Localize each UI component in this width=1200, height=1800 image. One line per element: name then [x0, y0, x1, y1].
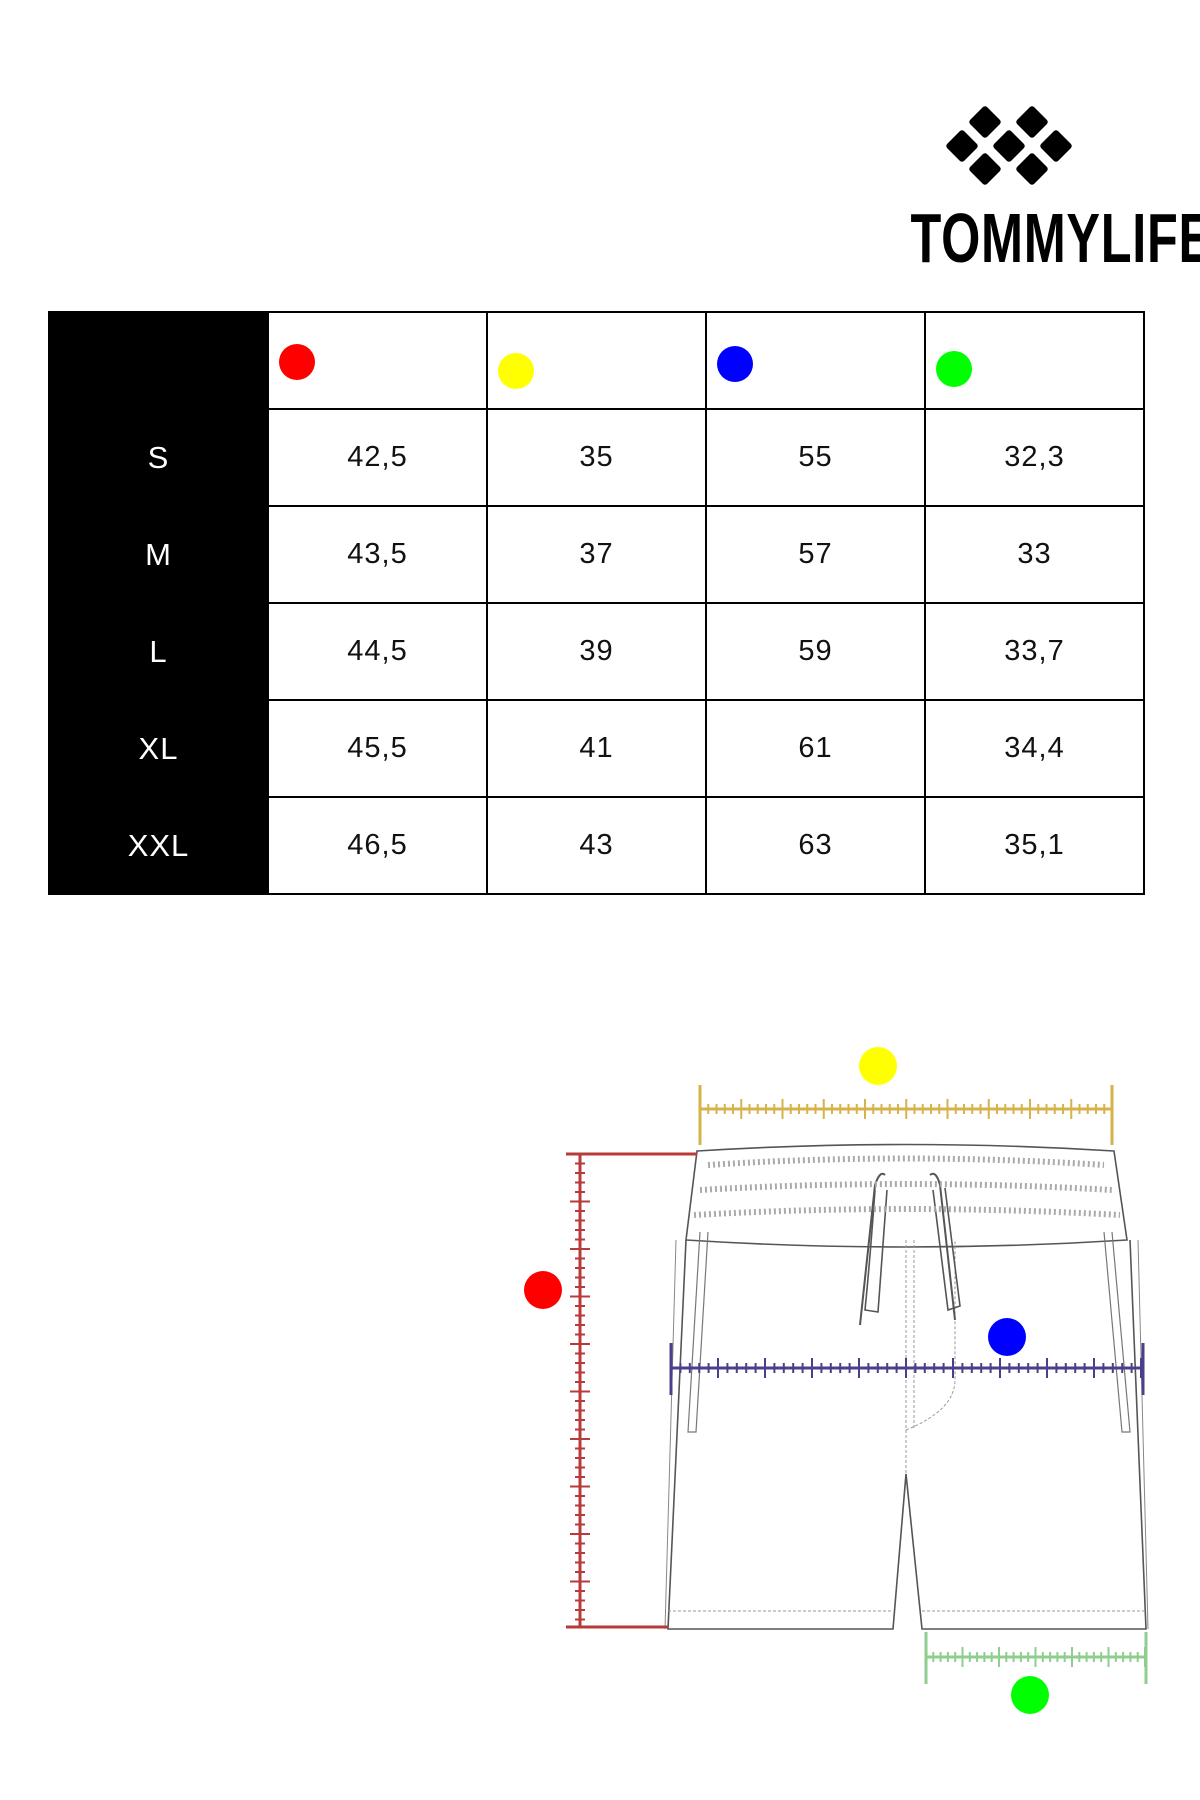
table-row: M 43,5 37 57 33 [48, 505, 1145, 604]
measurement-cell: 43,5 [267, 505, 488, 604]
size-label: S [48, 408, 269, 507]
measurement-cell: 61 [705, 699, 926, 798]
leg-opening-marker-green-dot [1011, 1676, 1049, 1714]
length-measure-line [566, 1152, 697, 1629]
logo-diamond [969, 106, 1001, 138]
hip-marker-blue-dot [988, 1318, 1026, 1356]
measurement-cell: 42,5 [267, 408, 488, 507]
column-header-blue-dot [705, 311, 926, 410]
measurement-cell: 32,3 [924, 408, 1145, 507]
measurement-cell: 37 [486, 505, 707, 604]
measurement-cell: 35,1 [924, 796, 1145, 895]
leg-opening-measure-line [924, 1632, 1148, 1684]
measurement-cell: 55 [705, 408, 926, 507]
measurement-cell: 34,4 [924, 699, 1145, 798]
measurement-cell: 41 [486, 699, 707, 798]
size-chart-table: S 42,5 35 55 32,3 M 43,5 37 57 33 L 44,5 39 59 33,7 XL 4… [48, 311, 1145, 895]
yellow-dot-icon [498, 353, 534, 389]
measurement-cell: 33,7 [924, 602, 1145, 701]
measurement-cell: 46,5 [267, 796, 488, 895]
blue-dot-icon [717, 346, 753, 382]
measurement-cell: 57 [705, 505, 926, 604]
measurement-cell: 33 [924, 505, 1145, 604]
green-dot-icon [936, 351, 972, 387]
column-header-green-dot [924, 311, 1145, 410]
logo-diamond [1016, 153, 1048, 185]
measurement-cell: 44,5 [267, 602, 488, 701]
header-corner-cell [48, 311, 269, 410]
measurement-cell: 43 [486, 796, 707, 895]
measurement-cell: 35 [486, 408, 707, 507]
table-row: XXL 46,5 43 63 35,1 [48, 796, 1145, 895]
measurement-cell: 59 [705, 602, 926, 701]
hip-measure-line [669, 1343, 1145, 1395]
logo-diamond [969, 153, 1001, 185]
red-dot-icon [279, 344, 315, 380]
logo-diamond [946, 130, 978, 162]
column-header-red-dot [267, 311, 488, 410]
shorts-outline [664, 1143, 1149, 1630]
table-row: XL 45,5 41 61 34,4 [48, 699, 1145, 798]
waist-marker-yellow-dot [859, 1047, 897, 1085]
measurement-cell: 39 [486, 602, 707, 701]
logo-diamond [1016, 106, 1048, 138]
column-header-yellow-dot [486, 311, 707, 410]
table-header-row [48, 311, 1145, 410]
size-label: XL [48, 699, 269, 798]
waist-measure-line [698, 1085, 1114, 1145]
length-marker-red-dot [524, 1271, 562, 1309]
size-label: L [48, 602, 269, 701]
table-row: L 44,5 39 59 33,7 [48, 602, 1145, 701]
table-row: S 42,5 35 55 32,3 [48, 408, 1145, 507]
size-label: M [48, 505, 269, 604]
logo-diamond [993, 130, 1025, 162]
measurement-cell: 45,5 [267, 699, 488, 798]
logo-diamond [1040, 130, 1072, 162]
size-label: XXL [48, 796, 269, 895]
tommylife-logo-mark [946, 106, 1072, 185]
measurement-cell: 63 [705, 796, 926, 895]
